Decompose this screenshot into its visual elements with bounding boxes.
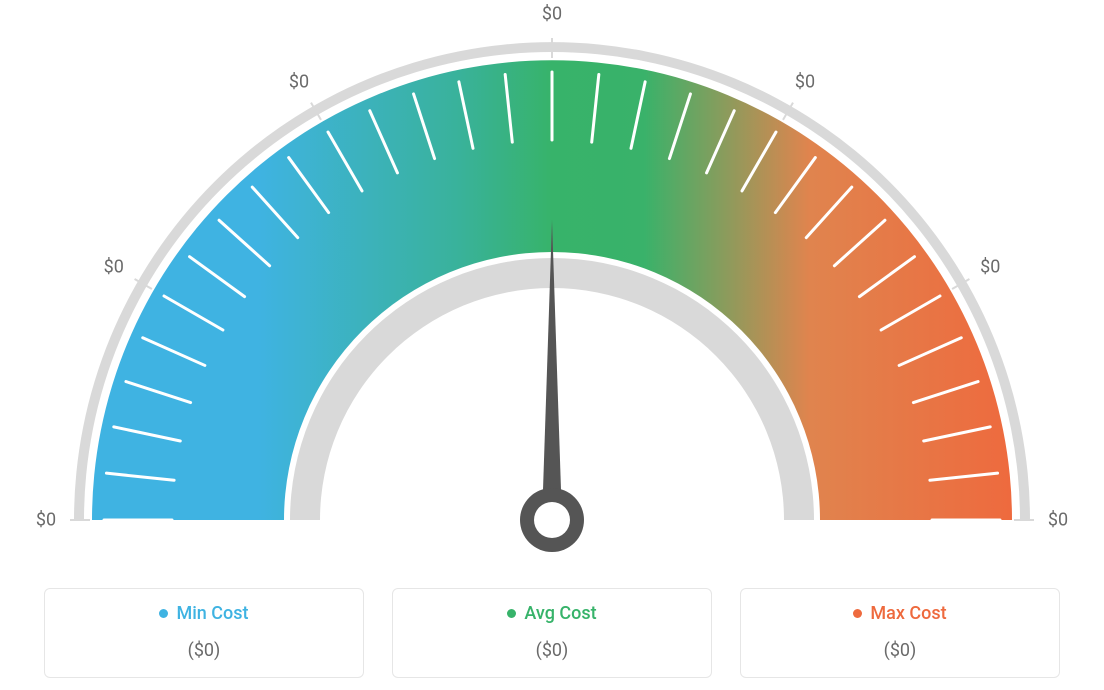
legend-label-avg: Avg Cost	[524, 603, 596, 624]
legend-value-max: ($0)	[751, 640, 1049, 661]
legend-dot-avg	[507, 609, 516, 618]
gauge-tick-label: $0	[1048, 510, 1068, 531]
legend-dot-min	[159, 609, 168, 618]
legend-value-min: ($0)	[55, 640, 353, 661]
legend-title-max: Max Cost	[853, 603, 946, 624]
gauge-tick-label: $0	[36, 510, 56, 531]
gauge-tick-label: $0	[980, 257, 1000, 278]
legend-title-avg: Avg Cost	[507, 603, 596, 624]
legend-dot-max	[853, 609, 862, 618]
gauge-tick-label: $0	[289, 71, 309, 92]
legend-value-avg: ($0)	[403, 640, 701, 661]
gauge-svg	[0, 0, 1104, 560]
legend-card-avg: Avg Cost ($0)	[392, 588, 712, 678]
gauge-chart: $0 $0 $0 $0 $0 $0 $0	[0, 0, 1104, 560]
legend-label-max: Max Cost	[870, 603, 946, 624]
legend-label-min: Min Cost	[176, 603, 248, 624]
legend-card-min: Min Cost ($0)	[44, 588, 364, 678]
legend-row: Min Cost ($0) Avg Cost ($0) Max Cost ($0…	[0, 588, 1104, 678]
gauge-tick-label: $0	[542, 4, 562, 25]
legend-title-min: Min Cost	[159, 603, 248, 624]
gauge-tick-label: $0	[104, 257, 124, 278]
legend-card-max: Max Cost ($0)	[740, 588, 1060, 678]
gauge-tick-label: $0	[795, 71, 815, 92]
